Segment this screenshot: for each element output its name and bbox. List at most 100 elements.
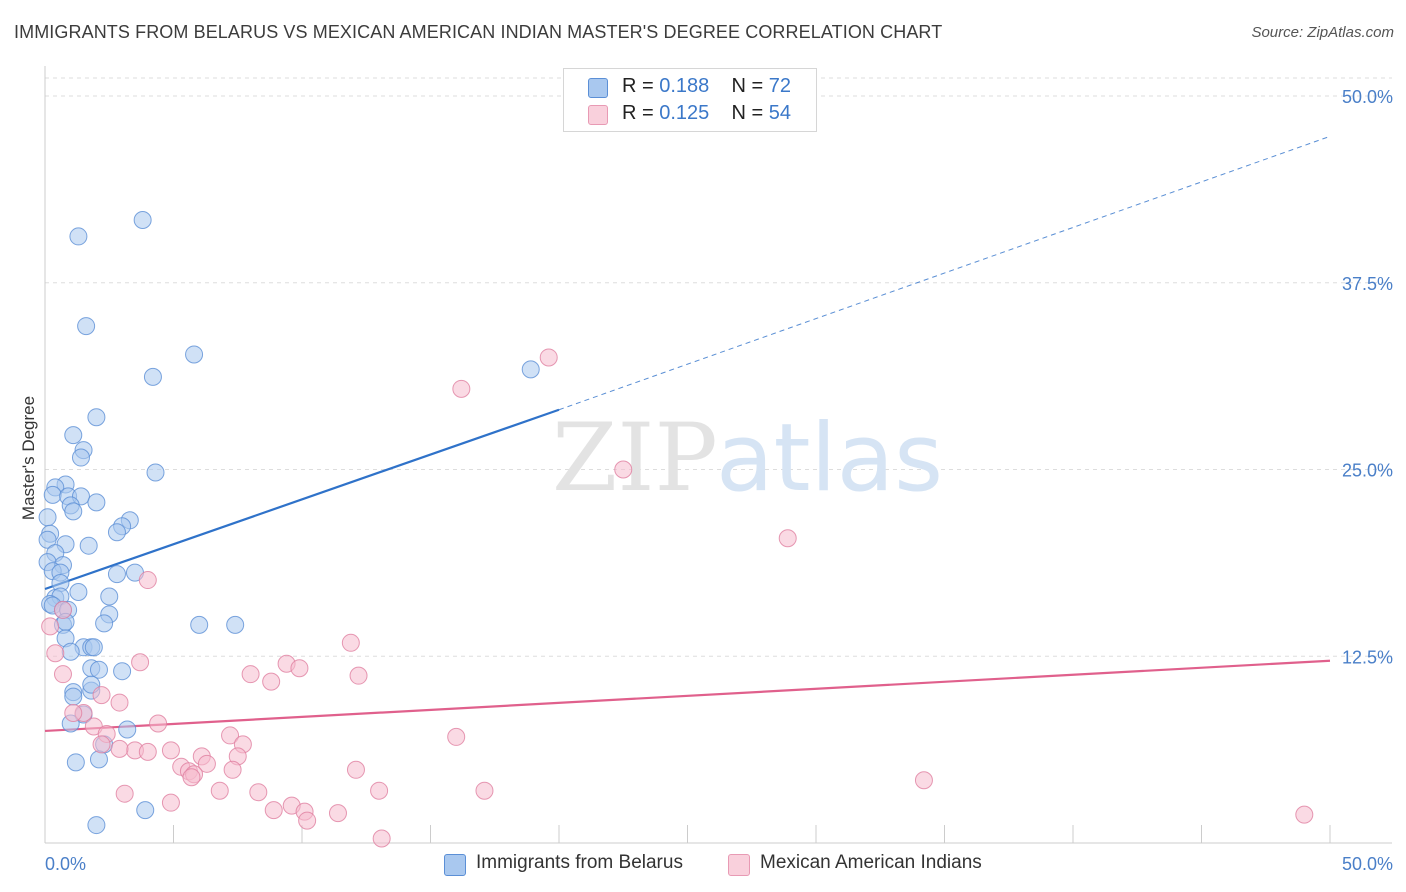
- belarus-trendline: [44, 408, 560, 591]
- mexican-point: [341, 633, 360, 652]
- belarus-point: [107, 565, 126, 584]
- mexican-point: [210, 781, 229, 800]
- axis-layer: 12.5% 25.0% 37.5% 50.0% 0.0% 50.0%: [44, 66, 1393, 874]
- mexican-point: [92, 735, 111, 754]
- mexican-point: [138, 571, 157, 590]
- chart-title: IMMIGRANTS FROM BELARUS VS MEXICAN AMERI…: [14, 22, 943, 42]
- belarus-point: [69, 583, 88, 602]
- belarus-point: [38, 530, 57, 549]
- belarus-point: [79, 536, 98, 555]
- belarus-point: [143, 367, 162, 386]
- y-tick-label: 37.5%: [1342, 274, 1393, 294]
- belarus-point: [185, 345, 204, 364]
- mexican-point: [539, 348, 558, 367]
- y-axis-label: Master's Degree: [19, 396, 38, 520]
- mexican-point: [290, 659, 309, 678]
- y-tick-label: 50.0%: [1342, 87, 1393, 107]
- bottom-legend-swatch-mexican: [728, 854, 750, 876]
- watermark-atlas: atlas: [716, 404, 943, 513]
- mexican-point: [182, 768, 201, 787]
- legend-swatch-mexican: [588, 105, 608, 125]
- belarus-point: [77, 317, 96, 336]
- bottom-legend-label-mexican: Mexican American Indians: [760, 852, 982, 873]
- watermark-zip: ZIP: [552, 404, 718, 513]
- mexican-point: [115, 784, 134, 803]
- belarus-point: [66, 753, 85, 772]
- belarus-point: [133, 211, 152, 230]
- mexican-point: [328, 804, 347, 823]
- mexican-point: [614, 460, 633, 479]
- bottom-legend-swatch-belarus: [444, 854, 466, 876]
- belarus-point: [87, 493, 106, 512]
- mexican-point: [298, 811, 317, 830]
- mexican-point: [161, 793, 180, 812]
- mexican-point: [110, 693, 129, 712]
- y-tick-label: 12.5%: [1342, 647, 1393, 667]
- mexican-point: [46, 644, 65, 663]
- x-tick-label-max: 50.0%: [1342, 854, 1393, 874]
- belarus-point: [89, 750, 108, 769]
- belarus-point: [61, 642, 80, 661]
- mexican-point: [346, 760, 365, 779]
- mexican-point: [370, 781, 389, 800]
- grid-layer: [45, 77, 1392, 657]
- mexican-point: [53, 600, 72, 619]
- mexican-point: [475, 781, 494, 800]
- belarus-point: [113, 662, 132, 681]
- mexican-point: [249, 783, 268, 802]
- belarus-point: [64, 687, 83, 706]
- points-layer: [38, 211, 1314, 848]
- belarus-point: [146, 463, 165, 482]
- mexican-point: [1295, 805, 1314, 824]
- mexican-point: [262, 672, 281, 691]
- bottom-legend-label-belarus: Immigrants from Belarus: [476, 852, 683, 873]
- mexican-point: [41, 617, 60, 636]
- mexican-point: [447, 727, 466, 746]
- mexican-point: [138, 742, 157, 761]
- x-tick-label-min: 0.0%: [45, 854, 86, 874]
- watermark: ZIP atlas: [552, 404, 943, 513]
- belarus-point: [84, 638, 103, 657]
- mexican-point: [241, 665, 260, 684]
- mexican-point: [264, 801, 283, 820]
- mexican-trendline: [44, 659, 1331, 733]
- belarus-point: [71, 448, 90, 467]
- mexican-point: [161, 741, 180, 760]
- belarus-point: [521, 360, 540, 379]
- mexican-point: [92, 686, 111, 705]
- belarus-point: [89, 660, 108, 679]
- mexican-point: [110, 739, 129, 758]
- belarus-point: [87, 408, 106, 427]
- belarus-point: [136, 801, 155, 820]
- belarus-point: [118, 720, 137, 739]
- belarus-point: [226, 615, 245, 634]
- mexican-point: [914, 771, 933, 790]
- mexican-point: [149, 714, 168, 733]
- legend-swatch-belarus: [588, 78, 608, 98]
- trend-layer: [44, 135, 1331, 733]
- mexican-point: [64, 704, 83, 723]
- legend-text-mexican: R = 0.125 N = 54: [622, 102, 792, 124]
- mexican-point: [53, 665, 72, 684]
- mexican-point: [221, 726, 240, 745]
- belarus-point: [107, 523, 126, 542]
- y-tick-label: 25.0%: [1342, 461, 1393, 481]
- belarus-point: [190, 615, 209, 634]
- belarus-point: [64, 502, 83, 521]
- mexican-point: [452, 379, 471, 398]
- belarus-point: [95, 614, 114, 633]
- mexican-point: [223, 760, 242, 779]
- mexican-point: [349, 666, 368, 685]
- mexican-point: [372, 829, 391, 848]
- mexican-point: [778, 529, 797, 548]
- belarus-point: [64, 426, 83, 445]
- legend-text-belarus: R = 0.188 N = 72: [622, 75, 792, 97]
- stats-legend: R = 0.188 N = 72 R = 0.125 N = 54: [563, 68, 817, 132]
- source-label: Source: ZipAtlas.com: [1251, 24, 1394, 41]
- belarus-trendline-extension: [558, 135, 1331, 411]
- belarus-point: [43, 485, 62, 504]
- mexican-point: [197, 754, 216, 773]
- belarus-point: [100, 587, 119, 606]
- belarus-point: [87, 816, 106, 835]
- belarus-point: [38, 508, 57, 527]
